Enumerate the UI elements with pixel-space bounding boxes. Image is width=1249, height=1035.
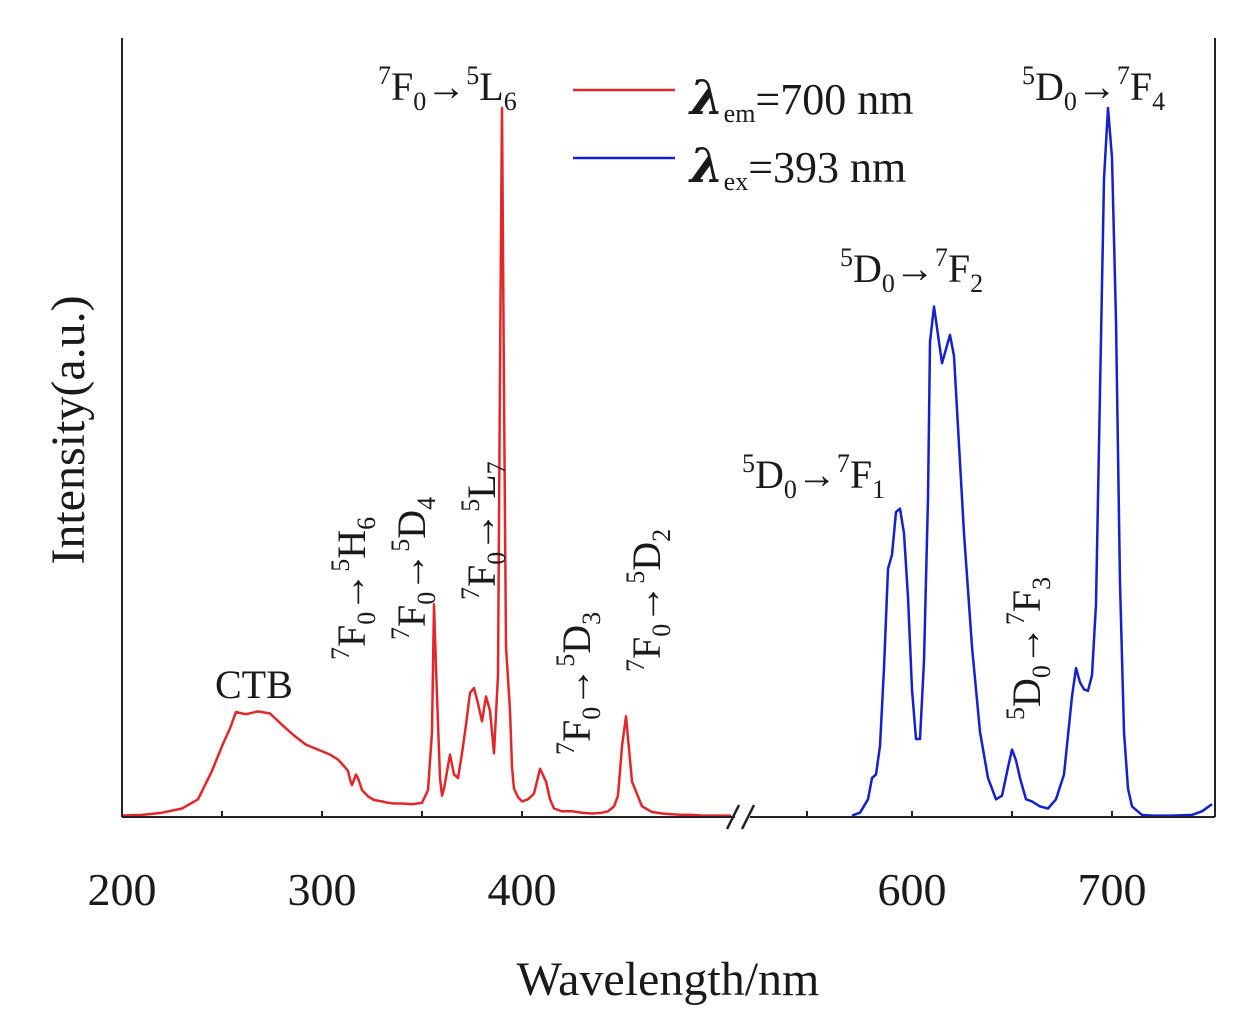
annotation-f0-d4: 7F0→5D4 <box>386 497 441 640</box>
annotation-ctb: CTB <box>215 662 293 707</box>
axis-break-mark <box>740 804 756 830</box>
annotation-d0-f4: 5D0→7F4 <box>1022 61 1165 116</box>
x-tick-label: 600 <box>878 864 947 915</box>
axis-break-mark <box>725 804 741 830</box>
annotation-d0-f3: 5D0→7F3 <box>1001 577 1056 720</box>
x-tick-label: 700 <box>1078 864 1147 915</box>
annotation-d0-f1: 5D0→7F1 <box>742 449 885 504</box>
x-axis-title: Wavelength/nm <box>517 953 820 1006</box>
legend-label: λem=700 nm <box>688 70 913 128</box>
series-line-emission <box>851 106 1213 817</box>
x-tick-label: 400 <box>488 864 557 915</box>
series-line-excitation <box>121 106 731 817</box>
annotation-f0-h6: 7F0→5H6 <box>326 517 381 660</box>
legend-label: λex=393 nm <box>688 138 906 196</box>
x-tick-label: 200 <box>88 864 157 915</box>
annotation-d0-f2: 5D0→7F2 <box>840 243 983 298</box>
annotation-f0-l6: 7F0→5L6 <box>378 61 517 116</box>
plot-area <box>121 106 1213 817</box>
axes: 200 300 400 600 700 <box>88 38 1216 915</box>
legend: λem=700 nm λex=393 nm <box>573 70 913 196</box>
x-tick-label: 300 <box>288 864 357 915</box>
annotation-f0-d3: 7F0→5D3 <box>551 612 606 755</box>
y-axis-title: Intensity(a.u.) <box>42 295 95 564</box>
annotation-f0-l7: 7F0→5L7 <box>456 461 511 600</box>
annotation-f0-d2: 7F0→5D2 <box>621 529 676 672</box>
